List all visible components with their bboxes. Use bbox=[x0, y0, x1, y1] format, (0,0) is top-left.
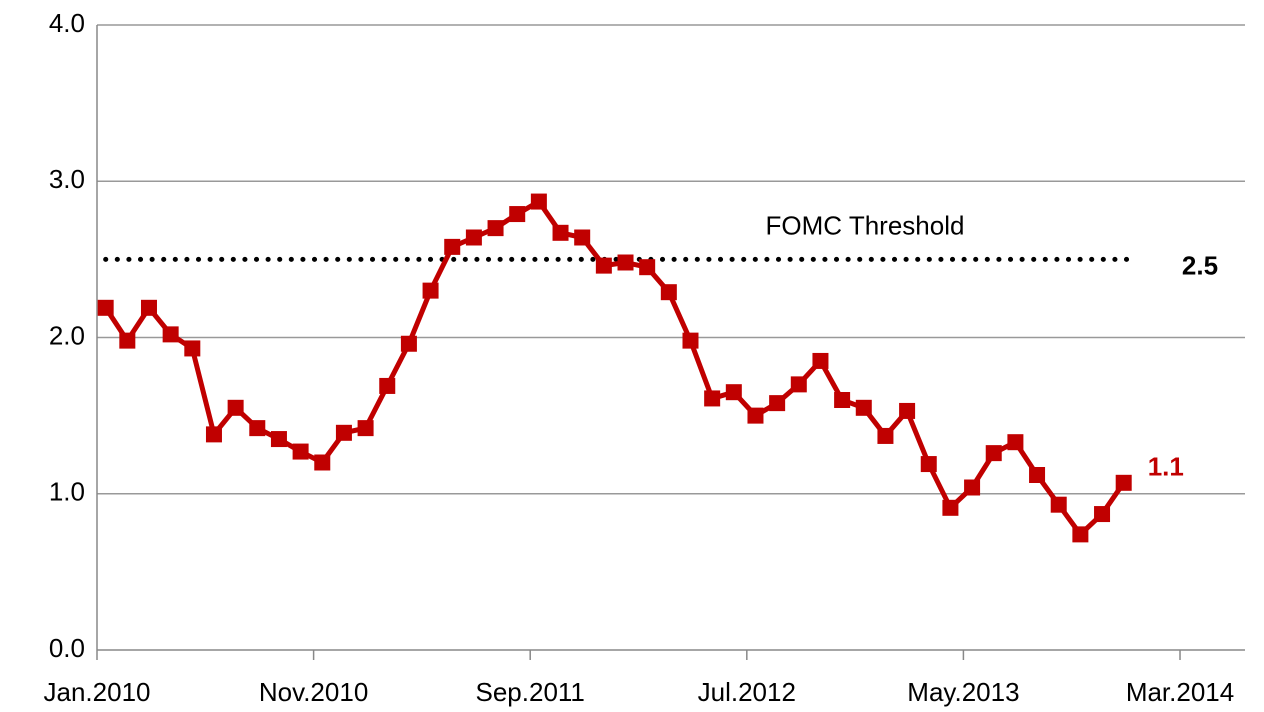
data-label: 1.1 bbox=[1148, 452, 1184, 482]
threshold-label: FOMC Threshold bbox=[766, 210, 965, 240]
marker bbox=[1115, 474, 1132, 491]
marker bbox=[552, 224, 569, 241]
x-tick-label: May.2013 bbox=[907, 677, 1019, 707]
marker bbox=[1029, 467, 1046, 483]
marker bbox=[1094, 506, 1111, 523]
marker bbox=[855, 399, 872, 416]
marker bbox=[509, 206, 526, 223]
marker bbox=[790, 376, 807, 393]
marker bbox=[314, 454, 331, 471]
marker bbox=[812, 352, 829, 369]
marker bbox=[639, 259, 656, 276]
y-tick-label: 1.0 bbox=[49, 477, 85, 507]
marker bbox=[985, 445, 1002, 462]
marker bbox=[530, 193, 547, 210]
y-tick-label: 2.0 bbox=[49, 320, 85, 350]
marker bbox=[1050, 496, 1067, 513]
marker bbox=[249, 420, 266, 437]
marker bbox=[725, 384, 742, 401]
marker bbox=[899, 402, 916, 419]
marker bbox=[357, 420, 374, 437]
marker bbox=[920, 456, 937, 473]
threshold-value: 2.5 bbox=[1182, 250, 1218, 280]
marker bbox=[379, 377, 396, 394]
marker bbox=[1072, 526, 1089, 543]
x-tick-label: Nov.2010 bbox=[259, 677, 368, 707]
marker bbox=[119, 332, 136, 349]
marker bbox=[1007, 434, 1024, 451]
marker bbox=[877, 427, 894, 444]
marker bbox=[595, 257, 612, 274]
marker bbox=[335, 424, 352, 441]
marker bbox=[400, 335, 417, 352]
marker bbox=[292, 443, 309, 460]
marker bbox=[162, 326, 179, 343]
y-tick-label: 0.0 bbox=[49, 633, 85, 663]
marker bbox=[270, 431, 287, 448]
marker bbox=[227, 399, 244, 416]
marker bbox=[964, 479, 981, 496]
marker bbox=[704, 390, 721, 407]
marker bbox=[834, 392, 851, 408]
x-tick-label: Jul.2012 bbox=[698, 677, 796, 707]
marker bbox=[444, 238, 461, 255]
x-tick-label: Jan.2010 bbox=[44, 677, 151, 707]
marker bbox=[769, 395, 786, 412]
marker bbox=[205, 426, 222, 443]
marker bbox=[465, 229, 482, 246]
marker bbox=[184, 340, 201, 357]
marker bbox=[942, 499, 959, 516]
x-tick-label: Sep.2011 bbox=[476, 677, 585, 707]
marker bbox=[487, 220, 504, 237]
marker bbox=[97, 299, 114, 316]
y-tick-label: 4.0 bbox=[49, 8, 85, 38]
marker bbox=[660, 284, 677, 301]
marker bbox=[747, 407, 764, 424]
x-tick-label: Mar.2014 bbox=[1126, 677, 1234, 707]
marker bbox=[617, 254, 634, 271]
marker bbox=[140, 299, 157, 316]
y-tick-label: 3.0 bbox=[49, 164, 85, 194]
marker bbox=[574, 229, 591, 246]
marker bbox=[422, 282, 439, 299]
marker bbox=[682, 332, 699, 349]
